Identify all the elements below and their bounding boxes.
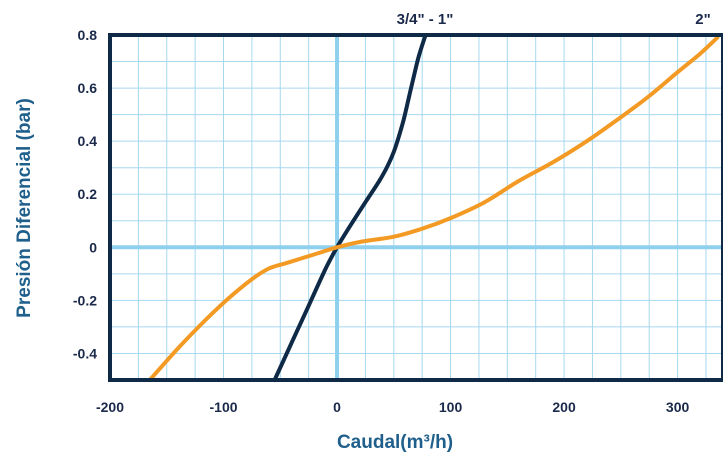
grid — [110, 35, 723, 380]
x-tick-label: 100 — [439, 399, 463, 415]
y-axis-title: Presión Diferencial (bar) — [14, 98, 35, 318]
x-axis-title: Caudal(m³/h) — [337, 432, 453, 453]
series-label-1: 3/4" - 1" — [397, 11, 454, 28]
y-tick-label: -0.2 — [73, 292, 97, 308]
y-tick-label: 0.8 — [78, 27, 98, 43]
series-layer — [147, 33, 720, 382]
y-tick-label: 0.2 — [78, 186, 98, 202]
x-tick-label: -200 — [96, 399, 124, 415]
series-label-2: 2" — [695, 11, 710, 28]
x-tick-label: 0 — [333, 399, 341, 415]
y-tick-label: -0.4 — [73, 345, 97, 361]
y-tick-label: 0.4 — [78, 133, 98, 149]
y-tick-label: 0 — [89, 239, 97, 255]
plot-frame — [108, 33, 723, 382]
x-tick-label: 300 — [666, 399, 690, 415]
ticks: -200 -100 0 100 200 300 -0.4 -0.2 0 0.2 0.4 0.6 0.8 — [73, 27, 690, 415]
y-tick-label: 0.6 — [78, 80, 98, 96]
zero-lines — [110, 35, 723, 380]
series-line-2 — [147, 35, 720, 382]
x-tick-label: -100 — [210, 399, 238, 415]
x-tick-label: 200 — [552, 399, 576, 415]
series-labels: 3/4" - 1" 2" — [397, 11, 711, 28]
series-line-1 — [272, 33, 428, 382]
